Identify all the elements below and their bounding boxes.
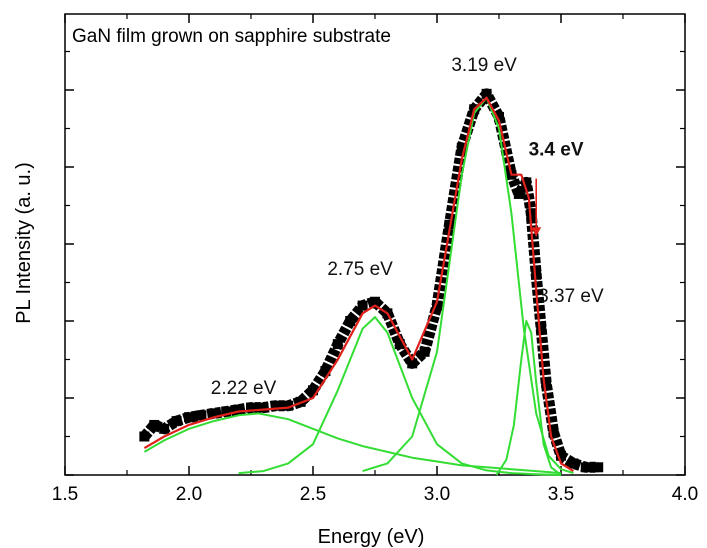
peak-2.75-line: [238, 316, 562, 476]
peak-annotation: 2.22 eV: [211, 378, 277, 399]
measured-data-point: [513, 188, 524, 199]
measured-data-point: [208, 408, 219, 419]
measured-data-point: [481, 88, 492, 99]
measured-data-point: [407, 358, 418, 369]
measured-data-point: [456, 142, 467, 153]
measured-data-point: [258, 402, 269, 413]
y-axis-ticks: [65, 50, 685, 476]
measured-data-point: [233, 404, 244, 415]
measured-data-point: [308, 385, 318, 396]
measured-data-point: [556, 450, 566, 461]
measured-data-point: [541, 377, 552, 388]
measured-data-point: [357, 300, 368, 311]
measured-data-point: [531, 269, 542, 280]
x-tick-label: 2.0: [176, 484, 202, 505]
x-tick-label: 3.5: [548, 484, 574, 505]
measured-data-point: [432, 300, 442, 311]
x-tick-label: 1.5: [52, 484, 78, 505]
measured-data-point: [521, 177, 532, 188]
measured-data-point: [196, 410, 207, 421]
x-tick-label: 4.0: [672, 484, 698, 505]
peak-3.37-line: [495, 320, 562, 476]
measured-data-point: [246, 402, 256, 413]
chart-title: GaN film grown on sapphire substrate: [72, 26, 391, 47]
arrow-head-icon: [531, 227, 542, 237]
measured-data-point: [419, 346, 430, 357]
measured-data-point: [370, 296, 380, 307]
measured-data-point: [283, 400, 294, 411]
measured-data-point: [548, 427, 559, 438]
peak-2.22-line: [143, 412, 562, 475]
measured-data-point: [345, 316, 356, 326]
measured-data-point: [536, 323, 547, 334]
measured-data-point: [494, 111, 504, 122]
x-tick-label: 3.0: [424, 484, 450, 505]
measured-data-point: [171, 416, 182, 427]
peak-annotation: 3.19 eV: [451, 55, 517, 76]
measured-data-point: [270, 400, 281, 411]
measured-data-point: [526, 208, 537, 219]
x-tick-label: 2.5: [300, 484, 326, 505]
peak-annotation: 2.75 eV: [327, 259, 393, 280]
measured-data-point: [149, 419, 160, 430]
fit-total-line: [143, 96, 574, 473]
annotation-layer: 2.22 eV 2.75 eV 3.19 eV 3.37 eV 3.4 eV: [211, 55, 604, 399]
measured-data-point: [184, 412, 194, 423]
series-layer: [139, 88, 604, 476]
measured-data-point: [159, 423, 170, 434]
x-axis-title: Energy (eV): [318, 526, 425, 548]
measured-data-point: [320, 366, 331, 377]
measured-data-point: [568, 458, 579, 469]
measured-data-point: [593, 462, 604, 473]
peak-annotation: 3.37 eV: [538, 286, 604, 307]
y-axis-title: PL Intensity (a. u.): [13, 162, 35, 324]
peak-annotation: 3.4 eV: [529, 139, 584, 160]
measured-data-point: [332, 339, 343, 350]
measured-data-point: [221, 406, 232, 417]
x-axis-ticks: 1.5 2.0 2.5 3.0 3.5 4.0: [52, 14, 698, 505]
measured-data-point: [580, 462, 591, 473]
plot-frame: [64, 13, 686, 476]
measured-data-point: [394, 339, 405, 350]
measured-data-point: [139, 431, 150, 442]
